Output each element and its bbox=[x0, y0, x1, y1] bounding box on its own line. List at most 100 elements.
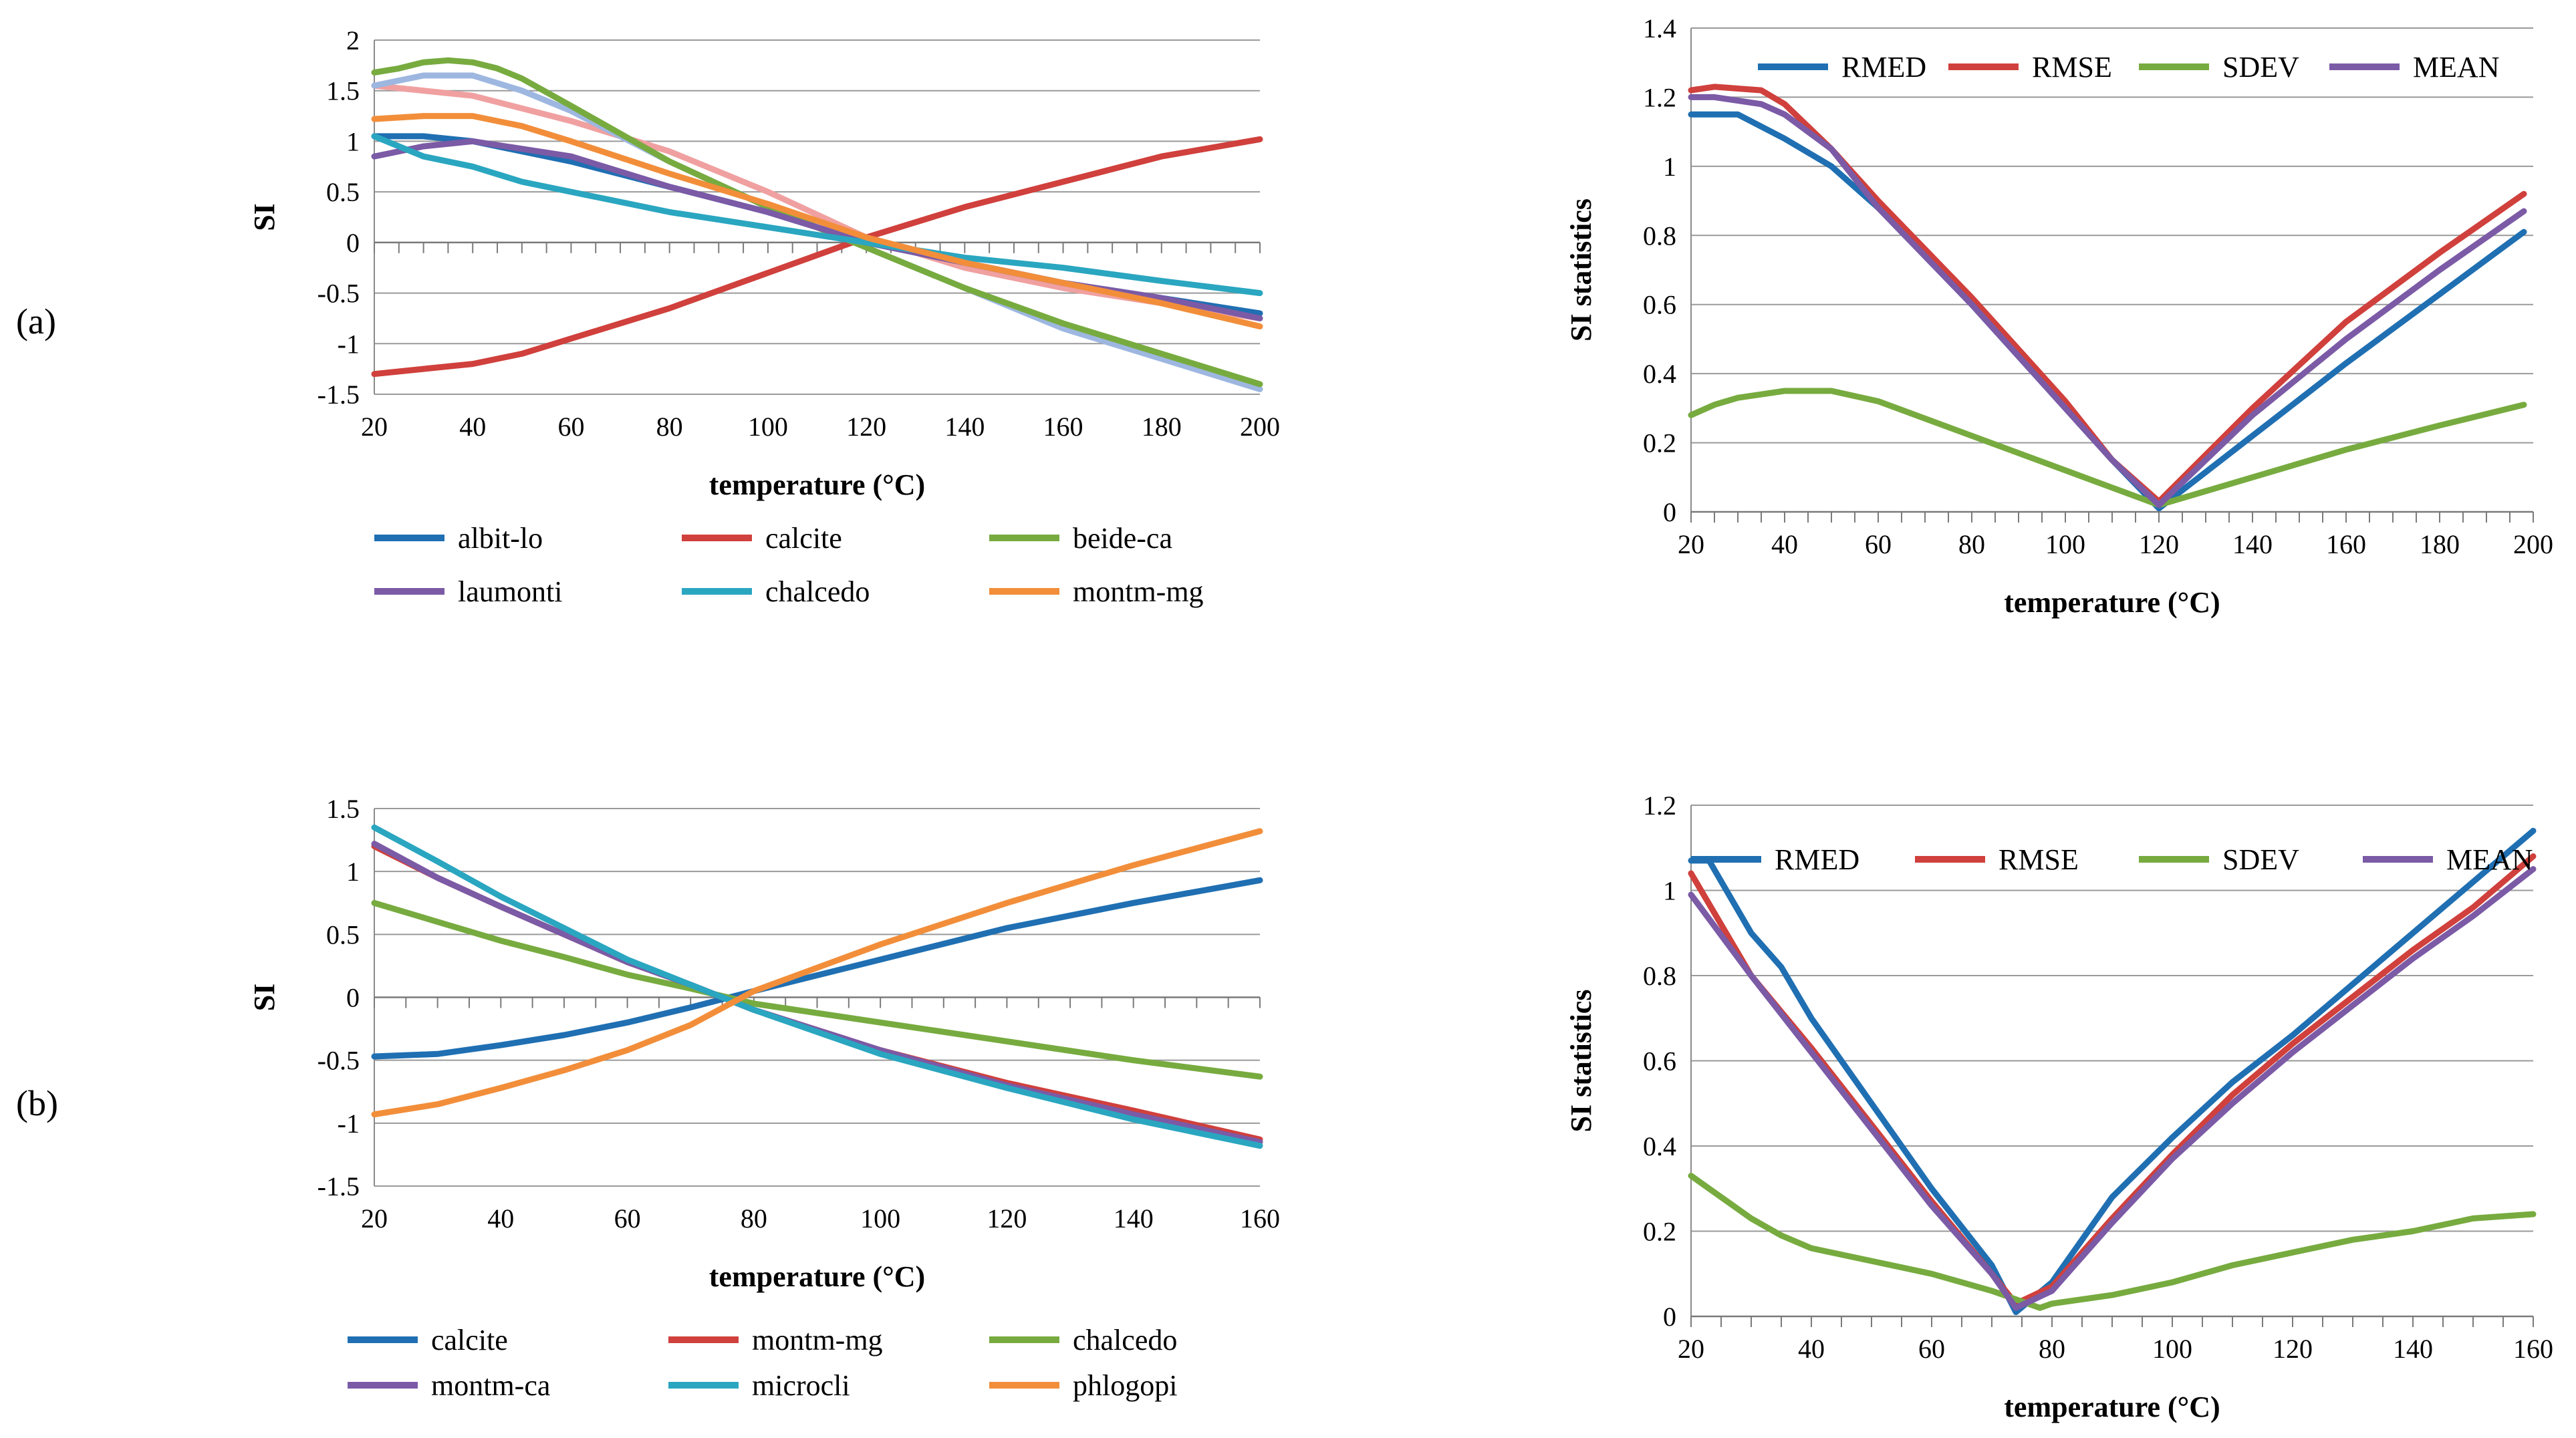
y-tick-label: 0 bbox=[1663, 1302, 1676, 1332]
x-tick-label: 60 bbox=[557, 412, 584, 442]
y-tick-label: 1 bbox=[1663, 152, 1676, 182]
chart-a-left: -1.5 -1 -0.5 0 0.5 1 1.5 2 20 40 60 80 100 120 140 160 1… bbox=[248, 25, 1280, 608]
legend-label-calcite: calcite bbox=[765, 522, 842, 555]
series-line-microcli bbox=[371, 824, 1263, 1149]
series-line-SDEV bbox=[1688, 1173, 2537, 1311]
y-tick-label: 0.6 bbox=[1643, 290, 1676, 320]
series-line-montm-mg bbox=[371, 113, 1263, 329]
x-tick-label: 140 bbox=[2232, 529, 2273, 559]
y-tick-label: 1.5 bbox=[326, 76, 360, 106]
legend-label-RMSE: RMSE bbox=[2032, 51, 2112, 84]
x-tick-label: 20 bbox=[1678, 529, 1704, 559]
x-tick-label: 160 bbox=[2326, 529, 2366, 559]
legend-label-chalcedo: chalcedo bbox=[765, 575, 870, 608]
x-tick-label: 40 bbox=[459, 412, 486, 442]
series-line-beide-ca bbox=[371, 57, 1263, 388]
x-tick-label: 120 bbox=[846, 412, 886, 442]
y-tick-label: -0.5 bbox=[317, 279, 360, 309]
x-tick-label: 120 bbox=[987, 1203, 1027, 1234]
y-tick-label: 0.2 bbox=[1643, 1217, 1676, 1247]
chart-a-right: 0 0.2 0.4 0.6 0.8 1 1.2 1.4 20 40 60 80 100 120 140 160… bbox=[1565, 13, 2553, 619]
y-tick-label: 1 bbox=[346, 857, 360, 887]
y-tick-label: -1.5 bbox=[317, 1171, 360, 1201]
y-axis-title: SI bbox=[248, 203, 281, 231]
series-line-calcite bbox=[371, 136, 1263, 378]
x-tick-label: 60 bbox=[614, 1203, 641, 1234]
series-line-MEAN bbox=[1688, 866, 2537, 1311]
legend-label-MEAN: MEAN bbox=[2446, 843, 2533, 876]
y-tick-label: 0.5 bbox=[326, 919, 360, 950]
x-axis-title: temperature (°C) bbox=[709, 468, 925, 501]
series-line-montm-ca bbox=[371, 841, 1263, 1145]
x-axis-title: temperature (°C) bbox=[2004, 586, 2220, 619]
series-line-RMSE bbox=[1688, 84, 2527, 505]
y-tick-label: 0.8 bbox=[1643, 221, 1676, 251]
y-tick-label: 1 bbox=[1663, 876, 1676, 906]
chart-b-left: -1.5 -1 -0.5 0 0.5 1 1.5 20 40 60 80 100 120 140 160 te… bbox=[248, 794, 1280, 1402]
x-tick-label: 80 bbox=[656, 412, 683, 442]
legend-label-albit-lo: albit-lo bbox=[458, 522, 543, 555]
x-tick-label: 100 bbox=[2045, 529, 2085, 559]
x-axis-title: temperature (°C) bbox=[709, 1260, 925, 1293]
y-tick-label: 0.6 bbox=[1643, 1046, 1676, 1076]
y-tick-label: 0.2 bbox=[1643, 428, 1676, 458]
legend: calcite montm-mg chalcedo montm-ca microcli p… bbox=[348, 1324, 1177, 1402]
x-tick-label: 40 bbox=[487, 1203, 514, 1234]
y-tick-label: 0 bbox=[346, 228, 360, 258]
x-tick-label: 120 bbox=[2139, 529, 2179, 559]
x-tick-label: 120 bbox=[2273, 1334, 2313, 1364]
x-tick-label: 160 bbox=[1240, 1203, 1280, 1234]
x-tick-label: 140 bbox=[1114, 1203, 1154, 1234]
series-line-chalcedo bbox=[371, 133, 1263, 297]
y-axis-title: SI bbox=[248, 984, 281, 1012]
y-tick-label: -0.5 bbox=[317, 1046, 360, 1076]
y-tick-label: 1.5 bbox=[326, 794, 360, 824]
legend-label-microcli: microcli bbox=[752, 1369, 850, 1402]
series-line-MEAN bbox=[1688, 94, 2527, 509]
legend-label-chalcedo: chalcedo bbox=[1073, 1324, 1177, 1356]
x-tick-label: 20 bbox=[1678, 1334, 1704, 1364]
legend-label-montm-mg: montm-mg bbox=[1073, 575, 1204, 608]
y-tick-label: -1 bbox=[338, 1109, 360, 1139]
x-axis-title: temperature (°C) bbox=[2004, 1391, 2220, 1423]
x-tick-label: 200 bbox=[2513, 529, 2553, 559]
x-tick-label: 80 bbox=[741, 1203, 767, 1234]
y-tick-label: 0 bbox=[346, 983, 360, 1013]
legend-label-laumonti: laumonti bbox=[458, 575, 562, 608]
x-tick-label: 160 bbox=[1043, 412, 1083, 442]
series-line-SDEV bbox=[1688, 388, 2527, 509]
x-tick-label: 40 bbox=[1798, 1334, 1825, 1364]
series-line-RMSE bbox=[1688, 853, 2537, 1307]
legend-label-RMED: RMED bbox=[1841, 51, 1926, 84]
y-tick-label: 0.4 bbox=[1643, 1131, 1676, 1161]
x-tick-label: 20 bbox=[361, 412, 388, 442]
y-tick-label: 0.5 bbox=[326, 177, 360, 207]
legend-label-RMSE: RMSE bbox=[1999, 843, 2079, 876]
series-line-montm-mg bbox=[371, 843, 1263, 1143]
x-tick-label: 140 bbox=[944, 412, 985, 442]
legend: albit-lo calcite beide-ca laumonti chalcedo m… bbox=[374, 522, 1204, 608]
legend-label-beide-ca: beide-ca bbox=[1073, 522, 1172, 555]
x-tick-label: 140 bbox=[2393, 1334, 2433, 1364]
y-tick-label: 1.2 bbox=[1643, 790, 1676, 821]
x-tick-label: 60 bbox=[1918, 1334, 1945, 1364]
legend-label-calcite: calcite bbox=[431, 1324, 508, 1356]
x-tick-label: 200 bbox=[1240, 412, 1280, 442]
legend-label-SDEV: SDEV bbox=[2222, 51, 2299, 84]
panel-label-a: (a) bbox=[16, 301, 56, 341]
panel-label-b: (b) bbox=[16, 1083, 58, 1123]
legend-label-MEAN: MEAN bbox=[2413, 51, 2500, 84]
x-tick-label: 20 bbox=[361, 1203, 388, 1234]
y-axis-title: SI statistics bbox=[1565, 198, 1597, 341]
y-tick-label: -1.5 bbox=[317, 380, 360, 410]
y-tick-label: 1.2 bbox=[1643, 82, 1676, 112]
series-line-phlogopi bbox=[371, 828, 1263, 1118]
y-tick-label: 0.8 bbox=[1643, 961, 1676, 991]
y-tick-label: 2 bbox=[346, 25, 360, 55]
legend-label-RMED: RMED bbox=[1775, 843, 1859, 876]
chart-b-right: 0 0.2 0.4 0.6 0.8 1 1.2 20 40 60 80 100 120 140 160 tem… bbox=[1565, 790, 2553, 1423]
y-tick-label: -1 bbox=[338, 329, 360, 359]
y-tick-label: 0 bbox=[1663, 497, 1676, 527]
legend-label-montm-ca: montm-ca bbox=[431, 1369, 550, 1402]
x-tick-label: 180 bbox=[1142, 412, 1182, 442]
